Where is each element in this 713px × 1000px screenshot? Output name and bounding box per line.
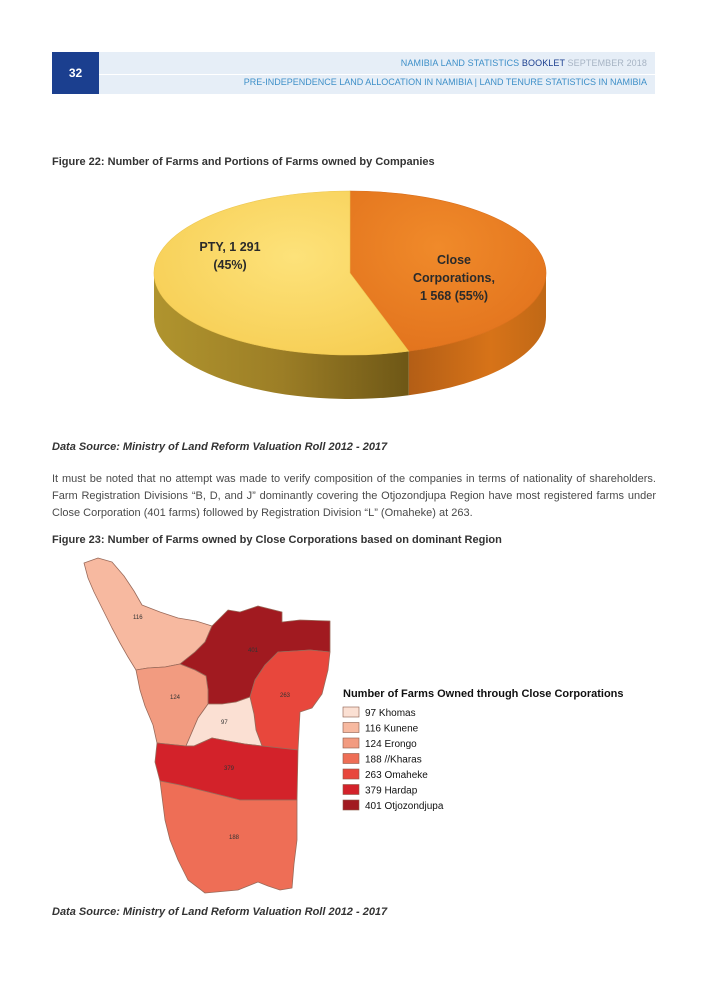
pie-slice-close-corporations [153,190,410,356]
data-label-cc-value: 1 568 (55%) [420,289,488,303]
booklet-date: SEPTEMBER 2018 [564,58,647,68]
legend-label: 97 Khomas [365,708,416,719]
header-band: NAMIBIA LAND STATISTICS BOOKLET SEPTEMBE… [99,52,655,94]
map-label-kharas: 188 [229,835,240,841]
page-number: 32 [68,66,83,80]
data-label-cc-name-1: Close [437,253,471,267]
section-subtitle: PRE-INDEPENDENCE LAND ALLOCATION IN NAMI… [243,77,647,87]
legend-swatch [342,799,360,811]
legend-label: 263 Omaheke [365,770,428,781]
legend-label: 116 Kunene [365,724,419,735]
booklet-strong: BOOKLET [521,58,565,68]
map-label-otjozondjupa: 401 [248,648,259,654]
figure22-title: Figure 22: Number of Farms and Portions … [52,156,435,168]
data-label-cc-name-2: Corporations, [413,271,495,285]
pie-chart: PTY, 1 291 (45%) Close Corporations, 1 568 (… [153,190,547,399]
legend-label: 124 Erongo [365,739,417,750]
map-label-hardap: 379 [224,766,235,772]
region-omaheke [249,649,331,751]
legend-swatch [342,753,360,764]
legend-label: 401 Otjozondjupa [365,801,444,812]
body-paragraph: It must be noted that no attempt was mad… [52,473,656,519]
map-label-khomas: 97 [221,720,228,726]
legend-swatch [342,706,360,718]
map-label-erongo: 124 [170,695,181,701]
region-kunene [83,557,213,671]
header-divider [99,74,655,75]
legend-title: Number of Farms Owned through Close Corp… [343,688,624,700]
legend-swatch [342,768,360,780]
legend-swatch [342,737,360,749]
legend-swatch [342,722,360,733]
booklet-title: NAMIBIA LAND STATISTICS BOOKLET SEPTEMBE… [401,58,647,68]
data-label-pty-percent: (45%) [213,258,246,272]
legend-label: 379 Hardap [365,786,418,797]
booklet-prefix: NAMIBIA LAND STATISTICS [400,58,522,68]
page-number-box: 32 [52,52,99,94]
legend-swatch [342,784,360,795]
pie-slice-pty-side [408,273,546,396]
map-label-kunene: 116 [133,615,143,621]
pie-slice-pty [349,190,547,352]
map-legend: Number of Farms Owned through Close Corp… [342,688,624,812]
region-kharas [159,780,298,894]
figure23-source: Data Source: Ministry of Land Reform Val… [52,906,388,918]
figure22-source: Data Source: Ministry of Land Reform Val… [52,441,388,453]
figure23-title: Figure 23: Number of Farms owned by Clos… [52,534,502,546]
legend-label: 188 //Kharas [365,755,422,766]
data-label-pty-value: PTY, 1 291 [199,240,260,254]
map-label-omaheke: 263 [280,693,291,699]
pie-slice-close-corporations-side [154,273,409,399]
